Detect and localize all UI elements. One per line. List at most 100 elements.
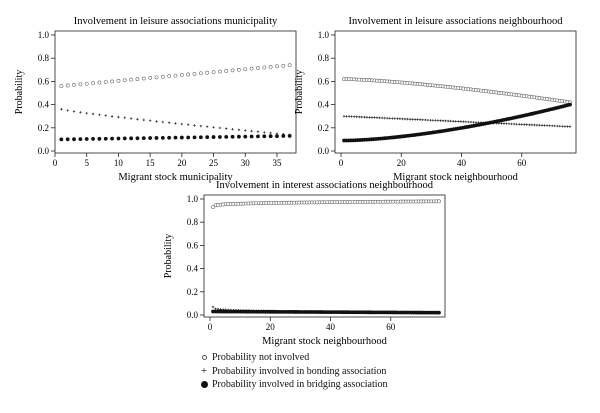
plus-icon: + [200, 365, 208, 378]
data-point [154, 75, 159, 80]
data-point [211, 135, 216, 139]
legend: Probability not involved + Probability i… [198, 351, 388, 392]
data-point [418, 118, 422, 121]
data-point [211, 305, 215, 309]
data-point [360, 115, 364, 119]
series-not [342, 77, 572, 105]
data-point [237, 134, 241, 139]
data-point [548, 124, 551, 127]
data-point [110, 115, 114, 118]
data-point [510, 122, 513, 126]
data-point [206, 125, 209, 128]
data-point [533, 123, 536, 127]
legend-label-bonding: Probability involved in bonding associat… [212, 365, 387, 377]
data-point [72, 82, 76, 87]
data-point [249, 66, 254, 71]
x-tick-label: 20 [177, 158, 187, 168]
data-point [363, 115, 366, 119]
x-axis-label: Migrant stock neighbourhood [393, 172, 519, 183]
data-point [462, 120, 465, 123]
data-point [262, 134, 267, 139]
data-point [342, 115, 346, 118]
data-point [186, 135, 191, 140]
data-point [530, 123, 534, 127]
data-point [199, 124, 203, 128]
data-point [563, 125, 567, 128]
data-point [388, 117, 391, 120]
x-tick-label: 0 [339, 158, 344, 168]
data-point [502, 122, 506, 125]
y-tick-label: 0.6 [38, 76, 50, 86]
y-tick-label: 0.4 [318, 100, 330, 110]
x-tick-label: 0 [208, 322, 213, 332]
data-point [243, 67, 248, 72]
data-point [244, 129, 247, 132]
data-point [287, 134, 292, 138]
data-point [358, 115, 361, 119]
data-point [179, 73, 184, 77]
data-point [568, 125, 572, 128]
data-point [469, 120, 473, 124]
x-tick-label: 60 [386, 322, 396, 332]
data-point [205, 135, 210, 140]
chart-title: Involvement in leisure associations muni… [74, 16, 278, 27]
y-tick-label: 0.6 [318, 76, 330, 86]
y-tick-label: 0.0 [38, 146, 50, 156]
data-point [449, 119, 452, 123]
data-point [249, 134, 254, 139]
data-point [141, 76, 146, 81]
data-point [91, 112, 95, 116]
data-point [347, 115, 351, 118]
y-tick-label: 0.4 [187, 264, 199, 274]
data-point [350, 115, 353, 118]
x-axis-label: Migrant stock neighbourhood [262, 336, 388, 347]
data-point [167, 121, 171, 124]
data-point [523, 123, 526, 126]
data-point [198, 135, 203, 140]
data-point [110, 79, 114, 84]
data-point [212, 126, 215, 129]
data-point [198, 71, 203, 76]
data-point [84, 81, 89, 86]
data-point [543, 124, 546, 127]
data-point [380, 116, 384, 120]
data-point [263, 131, 266, 134]
chart-title: Involvement in leisure associations neig… [348, 16, 563, 27]
data-point [129, 136, 134, 141]
series-bonding [342, 115, 572, 128]
data-point [141, 136, 146, 141]
data-point [122, 136, 127, 141]
x-tick-label: 5 [84, 158, 89, 168]
data-point [446, 119, 450, 123]
data-point [224, 69, 229, 73]
data-point [426, 118, 430, 122]
chart-1: Involvement in leisure associations muni… [14, 16, 297, 183]
data-point [507, 122, 511, 126]
data-point [97, 136, 102, 141]
data-point [91, 81, 95, 86]
data-point [122, 78, 127, 83]
y-tick-label: 0.2 [318, 123, 329, 133]
data-point [269, 131, 272, 135]
data-point [179, 135, 184, 140]
data-point [262, 65, 267, 70]
legend-label-not-involved: Probability not involved [212, 352, 310, 363]
data-point [173, 73, 178, 78]
data-point [505, 122, 508, 125]
data-point [142, 118, 145, 122]
data-point [500, 122, 503, 125]
data-point [525, 123, 529, 126]
x-tick-label: 0 [53, 158, 58, 168]
y-tick-label: 0.8 [38, 53, 50, 63]
legend-item-bridging: Probability involved in bridging associa… [198, 378, 388, 392]
data-point [192, 71, 197, 76]
data-point [431, 119, 435, 122]
data-point [512, 122, 516, 126]
data-point [459, 120, 463, 123]
plot-frame [334, 30, 577, 154]
data-point [91, 137, 95, 141]
data-point [474, 121, 478, 124]
legend-item-not-involved: Probability not involved [198, 351, 388, 365]
data-point [355, 115, 358, 118]
data-point [65, 137, 70, 142]
